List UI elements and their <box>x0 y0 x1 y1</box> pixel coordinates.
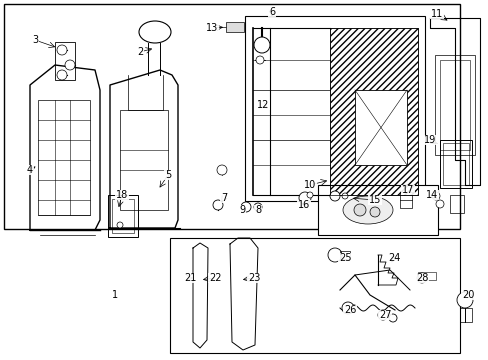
Circle shape <box>217 165 226 175</box>
Text: 28: 28 <box>415 273 427 283</box>
Text: 14: 14 <box>425 190 437 200</box>
Circle shape <box>65 60 75 70</box>
Circle shape <box>416 273 426 283</box>
Text: 6: 6 <box>268 7 274 17</box>
Bar <box>449 195 463 213</box>
Circle shape <box>213 200 223 210</box>
Circle shape <box>117 222 123 228</box>
Circle shape <box>353 204 365 216</box>
Bar <box>442 143 468 185</box>
Circle shape <box>256 41 264 49</box>
Text: 13: 13 <box>205 23 218 33</box>
Circle shape <box>298 192 310 204</box>
Bar <box>170 238 459 353</box>
Bar <box>417 272 435 280</box>
Bar <box>354 90 406 165</box>
Text: 15: 15 <box>368 195 381 205</box>
Ellipse shape <box>139 21 171 43</box>
Bar <box>38 100 90 215</box>
Bar <box>339 251 349 259</box>
Text: 23: 23 <box>247 273 260 283</box>
Bar <box>434 55 474 155</box>
Text: 4: 4 <box>27 165 33 175</box>
Text: 20: 20 <box>461 290 473 300</box>
Bar <box>317 185 437 235</box>
Circle shape <box>306 192 312 198</box>
Text: 8: 8 <box>254 205 261 215</box>
Text: 25: 25 <box>338 253 350 263</box>
Circle shape <box>341 193 347 199</box>
Bar <box>120 110 168 210</box>
Circle shape <box>57 70 67 80</box>
Circle shape <box>241 202 250 212</box>
Circle shape <box>329 191 339 201</box>
Ellipse shape <box>342 196 392 224</box>
Bar <box>108 195 138 237</box>
Circle shape <box>256 56 264 64</box>
Text: 21: 21 <box>183 273 196 283</box>
Circle shape <box>377 310 387 320</box>
Text: 19: 19 <box>423 135 435 145</box>
Circle shape <box>327 248 341 262</box>
Text: 27: 27 <box>378 310 390 320</box>
Text: 9: 9 <box>239 205 244 215</box>
Bar <box>399 192 411 208</box>
Circle shape <box>456 292 472 308</box>
Bar <box>4 4 459 229</box>
Text: 11: 11 <box>430 9 442 19</box>
Bar <box>459 308 471 322</box>
Bar <box>329 28 417 195</box>
Circle shape <box>388 314 396 322</box>
Bar <box>329 28 417 195</box>
Text: 26: 26 <box>343 305 355 315</box>
Text: 24: 24 <box>387 253 399 263</box>
Circle shape <box>253 203 262 211</box>
Bar <box>225 22 244 32</box>
Text: 17: 17 <box>401 185 413 195</box>
Bar <box>439 60 469 150</box>
Text: 7: 7 <box>221 193 226 203</box>
Circle shape <box>341 302 353 314</box>
Text: 16: 16 <box>297 200 309 210</box>
Circle shape <box>253 37 269 53</box>
Bar <box>112 199 134 233</box>
Text: 5: 5 <box>164 170 171 180</box>
Text: 1: 1 <box>112 290 118 300</box>
Text: 2: 2 <box>137 47 143 57</box>
Circle shape <box>431 192 439 200</box>
Text: 12: 12 <box>256 100 268 110</box>
Text: 18: 18 <box>116 190 128 200</box>
Bar <box>439 140 471 188</box>
Text: 3: 3 <box>32 35 38 45</box>
Text: 22: 22 <box>208 273 221 283</box>
Bar <box>244 16 424 201</box>
Text: 10: 10 <box>303 180 315 190</box>
Circle shape <box>369 207 379 217</box>
Bar <box>55 42 75 80</box>
Circle shape <box>435 200 443 208</box>
Circle shape <box>57 45 67 55</box>
